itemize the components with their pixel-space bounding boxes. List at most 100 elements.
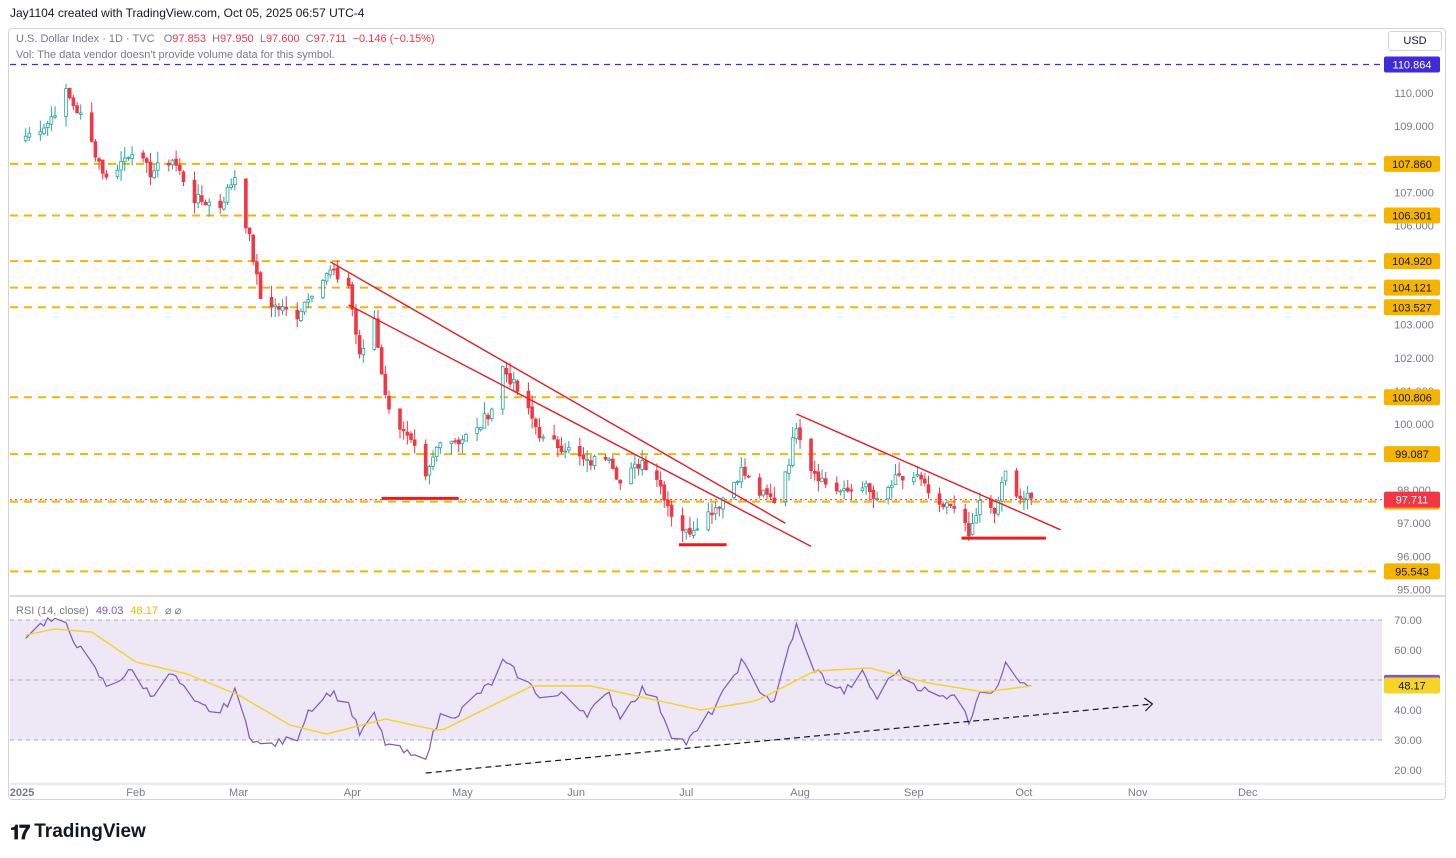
candle-up [787,464,791,474]
candle-up [130,154,134,159]
candle-down [104,173,109,178]
candle-up [511,378,516,384]
candle-down [200,195,204,202]
candle-down [849,489,854,492]
rsi-ma-value: 48.17 [130,605,158,617]
candle-up [119,160,123,171]
candle-up [170,159,175,166]
candle-up [996,500,1001,515]
candle-up [45,123,50,128]
candle-up [695,528,700,531]
candle-up [970,523,975,535]
candle-down [845,487,850,492]
candle-up [629,467,634,485]
candle-down [963,508,967,524]
rsi-label: RSI (14, close) [16,605,89,617]
price-axis-tick: 103.000 [1394,320,1434,332]
candle-down [354,309,358,335]
candle-down [765,488,769,495]
candle-down [867,483,872,492]
candle-up [783,471,788,503]
candle-up [893,474,898,485]
candle-up [49,116,54,125]
candle-up [1022,497,1026,500]
candle-up [974,515,978,524]
candle-down [581,454,586,460]
last-price-label-bg [1384,491,1440,508]
candle-down [277,306,281,310]
candle-down [332,268,336,271]
candle-down [926,484,931,494]
candle-down [247,227,252,235]
candle-up [460,439,465,444]
candle-up [721,497,725,510]
rsi-legend: RSI (14, close) 49.03 48.17 ⌀ ⌀ [16,604,181,617]
candle-down [284,306,289,310]
brand-name: TradingView [34,821,146,842]
candle-up [978,500,982,515]
candle-down [611,458,615,469]
candle-down [398,408,402,430]
price-axis-tick: 100.000 [1394,419,1434,431]
tradingview-logo-icon: 𝟏𝟕 [10,820,30,844]
candle-down [923,478,927,484]
candle-down [680,515,685,531]
candle-up [42,127,46,134]
rsi-ma-line [25,628,1032,735]
rsi-value: 49.03 [95,605,124,617]
time-axis-tick: Feb [126,787,145,799]
candle-up [438,442,443,449]
candle-up [790,437,795,466]
candle-down [379,347,384,375]
candle-down [823,478,828,485]
candle-up [225,187,230,203]
candle-up [372,318,377,350]
time-axis-tick: Jun [567,787,585,799]
candle-down [662,484,667,501]
close-value: 97.711 [313,33,347,45]
currency-button[interactable]: USD [1388,31,1442,51]
candle-up [434,446,439,458]
candle-down [798,427,802,441]
level-price-label-bg [1384,563,1440,580]
candle-down [269,297,274,308]
level-price-label: 104.920 [1392,256,1432,268]
candle-up [299,310,303,321]
time-axis-tick: Dec [1238,787,1258,799]
candle-up [794,428,799,440]
trendline-1 [329,261,786,524]
candle-down [71,97,76,107]
candle-down [89,112,94,142]
candle-down [655,470,659,480]
candle-down [97,158,101,162]
candle-down [181,171,186,183]
candle-down [295,309,300,320]
time-axis-tick: Mar [229,787,248,799]
candle-up [713,507,718,515]
candle-down [350,284,355,310]
candle-up [592,456,597,466]
price-axis-tick: 110.000 [1395,88,1434,100]
candle-up [482,413,487,429]
candle-up [842,488,846,491]
time-axis-tick: Jul [679,787,693,799]
candle-up [23,135,28,142]
candle-down [746,475,751,478]
chart-credit: Jay1104 created with TradingView.com, Oc… [10,6,365,20]
level-price-label-bg [1384,155,1440,172]
last-price-label: 97.711 [1396,495,1429,507]
candle-up [915,474,920,477]
candle-down [192,179,197,204]
level-price-label-bg [1384,279,1440,296]
rsi-axis-tick: 30.00 [1394,735,1422,747]
trendline-3 [796,413,1061,531]
candle-up [567,447,571,451]
candle-up [820,477,824,483]
high-value: 97.950 [220,33,254,45]
candle-down [346,277,351,287]
candle-down [669,504,674,517]
candle-down [508,373,512,385]
candle-up [38,131,43,136]
candle-down [144,158,149,163]
